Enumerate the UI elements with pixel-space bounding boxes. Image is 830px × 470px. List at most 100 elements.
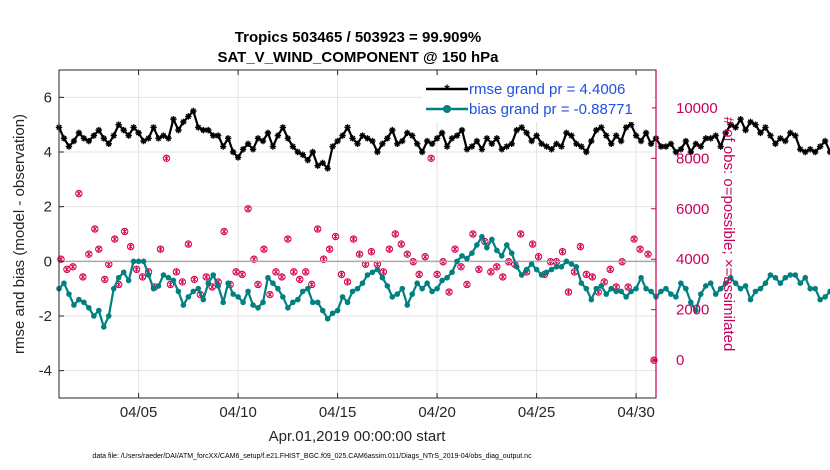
bias-point (175, 288, 182, 295)
obs-possible-marker (433, 270, 441, 279)
obs-assimilated-marker (285, 236, 291, 243)
bias-point (732, 280, 739, 287)
obs-assimilated-marker (327, 246, 333, 253)
bias-point (638, 274, 644, 281)
obs-possible-marker (600, 278, 608, 286)
x-tick-label: 04/10 (219, 404, 257, 421)
bias-point (712, 291, 719, 297)
obs-assimilated-marker (233, 268, 239, 275)
obs-possible-marker (184, 240, 193, 248)
rmse-point (384, 135, 391, 142)
bias-point (658, 288, 664, 295)
obs-count-point (69, 263, 77, 271)
obs-possible-marker (266, 290, 274, 299)
obs-assimilated-marker (607, 266, 613, 273)
obs-possible-marker (244, 205, 252, 213)
rmse-point (254, 135, 262, 142)
obs-count-point (564, 288, 573, 296)
obs-count-point (101, 275, 109, 284)
rmse-point (792, 132, 799, 139)
obs-assimilated-marker (398, 241, 404, 248)
obs-possible-marker (319, 255, 328, 263)
obs-possible-marker (232, 268, 240, 276)
obs-count-point (600, 278, 608, 286)
rmse-point (747, 118, 754, 126)
bias-point (105, 313, 112, 319)
obs-count-point (379, 268, 388, 276)
bias-point (503, 242, 510, 248)
obs-count-point (415, 270, 423, 279)
obs-possible-marker (178, 278, 187, 286)
obs-count-point (238, 270, 246, 279)
rmse-point (438, 129, 446, 137)
rmse-point (593, 126, 600, 134)
y-left-tick-label: 2 (44, 199, 52, 216)
rmse-point (219, 143, 227, 150)
obs-count-point (367, 247, 376, 256)
y-right-axis-label: # of obs: o=possible; ×=assimilated (720, 117, 737, 352)
obs-assimilated-marker (157, 246, 164, 253)
bias-point (285, 305, 291, 311)
rmse-point (423, 137, 431, 145)
rmse-point (210, 132, 217, 139)
bias-point (812, 285, 818, 292)
bias-point (180, 302, 187, 308)
obs-possible-marker (576, 242, 585, 251)
bias-point (603, 291, 610, 297)
obs-assimilated-marker (518, 231, 524, 237)
obs-assimilated-marker (637, 246, 643, 253)
bias-point (623, 294, 629, 300)
obs-possible-marker (487, 268, 495, 276)
bias-point (76, 296, 82, 303)
rmse-point (115, 121, 122, 128)
obs-count-point (126, 242, 135, 251)
obs-assimilated-marker (631, 236, 637, 243)
obs-possible-marker (208, 283, 216, 291)
legend-rmse-marker: * (444, 81, 450, 97)
obs-count-point (290, 268, 298, 276)
bias-point (424, 280, 430, 287)
bias-point (489, 236, 495, 243)
rmse-point (229, 148, 237, 156)
bias-point (498, 253, 505, 259)
rmse-point (523, 129, 530, 137)
rmse-point (772, 140, 779, 147)
y-left-axis-ticks: -4 -2 0 2 4 6 (39, 89, 64, 380)
obs-count-point (403, 250, 411, 258)
bias-point (280, 294, 286, 300)
bias-point (449, 269, 455, 276)
obs-possible-marker (469, 230, 477, 238)
bias-point (737, 285, 744, 292)
rmse-point (513, 126, 520, 134)
obs-assimilated-marker (273, 268, 279, 275)
bias-point (434, 285, 440, 292)
obs-count-point (445, 288, 453, 296)
bias-point (717, 285, 724, 292)
obs-count-point (232, 268, 240, 276)
bias-point (568, 261, 575, 267)
rmse-point (433, 135, 441, 142)
obs-possible-marker (95, 245, 103, 253)
rmse-point (548, 146, 555, 153)
obs-possible-marker (343, 278, 352, 286)
obs-assimilated-marker (76, 190, 82, 197)
x-tick-label: 04/25 (518, 404, 556, 421)
rmse-point (598, 124, 605, 131)
rmse-point (573, 140, 580, 147)
obs-count-point (427, 154, 435, 163)
obs-possible-marker (588, 273, 597, 281)
obs-count-point (208, 283, 216, 291)
rmse-point (274, 132, 282, 139)
y-left-tick-label: 0 (44, 253, 52, 270)
rmse-point (662, 143, 670, 150)
rmse-point (687, 148, 695, 156)
bias-point (369, 269, 376, 276)
obs-assimilated-marker (309, 281, 315, 288)
obs-possible-marker (138, 273, 147, 281)
rmse-point (239, 146, 247, 153)
obs-possible-marker (308, 280, 316, 289)
obs-possible-marker (91, 225, 99, 233)
bias-point (707, 280, 714, 287)
obs-count-point (79, 273, 87, 281)
